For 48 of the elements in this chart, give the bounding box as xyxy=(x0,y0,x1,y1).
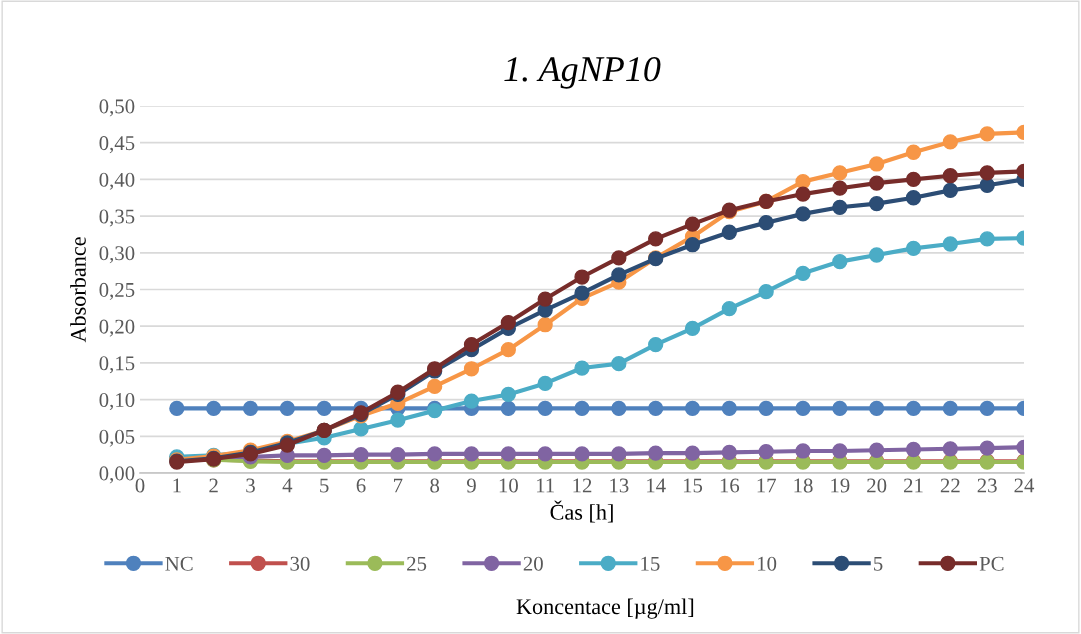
legend-title: Koncentace [µg/ml] xyxy=(516,598,694,619)
legend-label: NC xyxy=(165,556,193,571)
y-tick-label: 0,15 xyxy=(99,356,135,374)
x-tick-label: 0 xyxy=(135,478,145,493)
x-tick-label: 10 xyxy=(499,478,518,493)
x-tick-label: 22 xyxy=(940,478,960,493)
x-tick-label: 15 xyxy=(683,478,703,493)
x-tick-label: 8 xyxy=(430,478,440,493)
x-tick-label: 14 xyxy=(647,478,666,493)
x-tick-label: 9 xyxy=(466,478,476,493)
x-tick-label: 4 xyxy=(282,478,293,493)
x-tick-label: 21 xyxy=(904,478,923,493)
x-tick-label: 1 xyxy=(173,478,181,493)
x-tick-label: 23 xyxy=(977,478,997,493)
x-tick-label: 13 xyxy=(610,478,629,493)
x-axis-title: Čas [h] xyxy=(550,500,613,523)
x-tick-label: 16 xyxy=(720,478,740,493)
legend-label: 10 xyxy=(758,556,777,571)
x-tick-label: 3 xyxy=(246,478,255,493)
legend-label: 15 xyxy=(641,556,660,571)
x-tick-label: 12 xyxy=(573,478,592,493)
y-tick-label: 0,00 xyxy=(99,466,135,484)
legend-label: 20 xyxy=(523,556,543,571)
y-tick-label: 0,05 xyxy=(99,429,135,447)
x-tick-label: 5 xyxy=(320,478,329,493)
x-tick-label: 19 xyxy=(831,478,850,493)
y-axis-title: Absorbance xyxy=(70,237,86,343)
x-tick-label: 6 xyxy=(356,478,366,493)
y-tick-label: 0,10 xyxy=(99,392,135,411)
x-tick-label: 20 xyxy=(867,478,887,493)
x-tick-label: 17 xyxy=(757,478,776,493)
legend-label: 25 xyxy=(407,556,427,571)
legend-label: 30 xyxy=(290,556,310,571)
y-tick-label: 0,30 xyxy=(99,246,135,264)
y-tick-label: 0,20 xyxy=(99,319,135,337)
y-tick-label: 0,35 xyxy=(99,209,135,227)
y-tick-label: 0,45 xyxy=(99,136,135,154)
y-tick-label: 0,25 xyxy=(99,282,135,300)
x-tick-label: 7 xyxy=(394,478,403,493)
x-tick-label: 2 xyxy=(209,478,218,493)
legend-label: 5 xyxy=(874,556,883,571)
y-tick-label: 0,40 xyxy=(99,172,135,190)
x-tick-label: 24 xyxy=(1014,478,1035,493)
x-tick-label: 11 xyxy=(536,478,554,493)
x-tick-label: 18 xyxy=(794,478,813,493)
legend-label: PC xyxy=(979,556,1004,571)
chart-title: 1. AgNP10 xyxy=(504,56,661,89)
y-tick-label: 0,50 xyxy=(99,99,135,117)
